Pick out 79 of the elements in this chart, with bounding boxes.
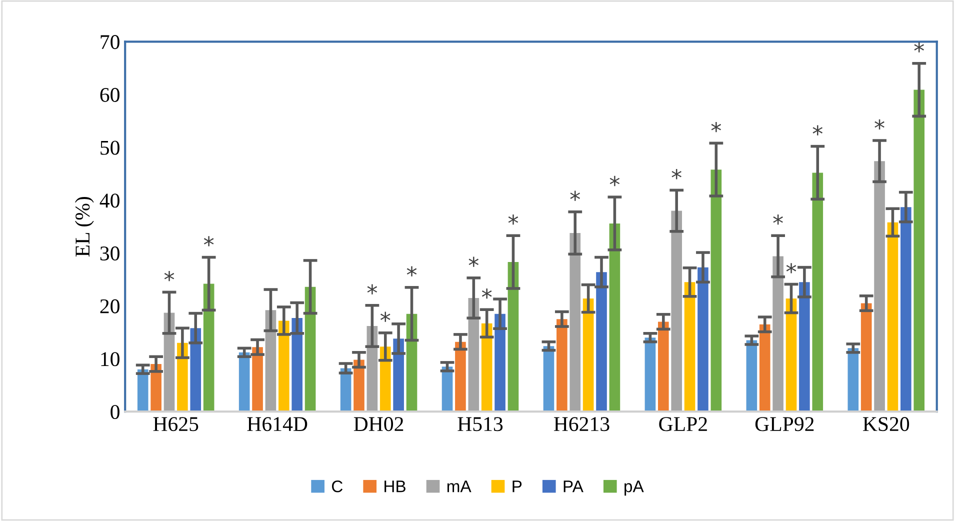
x-tick-label: DH02 xyxy=(354,417,404,432)
data-label: * xyxy=(570,190,580,201)
bar xyxy=(292,318,303,412)
bar xyxy=(393,338,404,412)
y-tick-label: 0 xyxy=(110,404,120,420)
bar xyxy=(508,262,519,412)
y-tick-label: 10 xyxy=(101,352,120,366)
data-label: * xyxy=(874,119,884,130)
bar xyxy=(137,369,148,412)
bar xyxy=(671,210,682,412)
bar xyxy=(799,282,810,412)
bar xyxy=(698,267,708,412)
y-axis-title: EL (%) xyxy=(74,196,94,257)
bar xyxy=(252,347,263,412)
data-label: * xyxy=(610,176,620,186)
bar xyxy=(746,340,758,412)
y-tick-label: 70 xyxy=(100,35,120,50)
x-tick-label: KS20 xyxy=(862,417,910,432)
bar xyxy=(772,256,784,412)
x-tick-label: GLP92 xyxy=(755,417,814,432)
bar xyxy=(900,207,912,412)
bar xyxy=(887,222,898,412)
bar xyxy=(304,286,316,412)
bar xyxy=(658,322,669,412)
bar xyxy=(570,232,581,412)
bar xyxy=(455,342,466,412)
data-label: * xyxy=(482,288,492,299)
legend-label: P xyxy=(512,480,522,492)
data-label: * xyxy=(367,284,378,294)
data-label: * xyxy=(672,169,682,180)
x-tick-label: H513 xyxy=(458,417,503,432)
bar xyxy=(543,346,554,412)
bar xyxy=(609,223,620,412)
y-tick-label: 20 xyxy=(100,299,120,314)
data-label: * xyxy=(406,266,417,276)
legend-label: mA xyxy=(447,480,472,492)
y-tick-label: 30 xyxy=(100,246,120,260)
data-label: * xyxy=(204,236,214,246)
legend-label: C xyxy=(332,480,343,492)
bar xyxy=(582,298,594,412)
bar xyxy=(684,282,696,412)
data-label: * xyxy=(468,256,479,267)
data-label: * xyxy=(711,122,722,132)
bar xyxy=(494,314,506,412)
bar xyxy=(468,298,480,412)
bar xyxy=(786,298,797,412)
x-tick-label: GLP2 xyxy=(659,417,707,432)
bar xyxy=(596,272,607,412)
data-label: * xyxy=(164,271,174,282)
legend-label: HB xyxy=(384,480,406,492)
data-label: * xyxy=(773,214,783,225)
bar xyxy=(860,303,872,412)
bar xyxy=(759,324,770,412)
x-tick-label: H6213 xyxy=(554,417,610,432)
bar xyxy=(177,342,188,412)
bar xyxy=(848,348,859,412)
legend-label: pA xyxy=(624,480,644,496)
data-label: * xyxy=(786,263,796,274)
bar xyxy=(644,338,656,412)
data-label: * xyxy=(380,312,390,322)
bar xyxy=(354,360,364,412)
data-label: * xyxy=(914,42,924,52)
bar xyxy=(556,319,568,412)
data-label: * xyxy=(508,214,518,225)
bar xyxy=(710,170,722,412)
y-tick-label: 60 xyxy=(100,88,120,102)
x-tick-label: H614D xyxy=(247,417,308,432)
data-label: * xyxy=(812,125,823,136)
y-tick-label: 50 xyxy=(100,140,120,155)
bar xyxy=(203,284,214,412)
bar xyxy=(190,328,202,412)
x-tick-label: H625 xyxy=(153,417,198,432)
bar xyxy=(812,172,824,412)
bar xyxy=(380,346,391,412)
bar xyxy=(278,320,290,412)
y-tick-label: 40 xyxy=(100,194,120,208)
bar xyxy=(914,90,925,412)
bar xyxy=(874,161,885,412)
legend-label: PA xyxy=(564,480,584,492)
